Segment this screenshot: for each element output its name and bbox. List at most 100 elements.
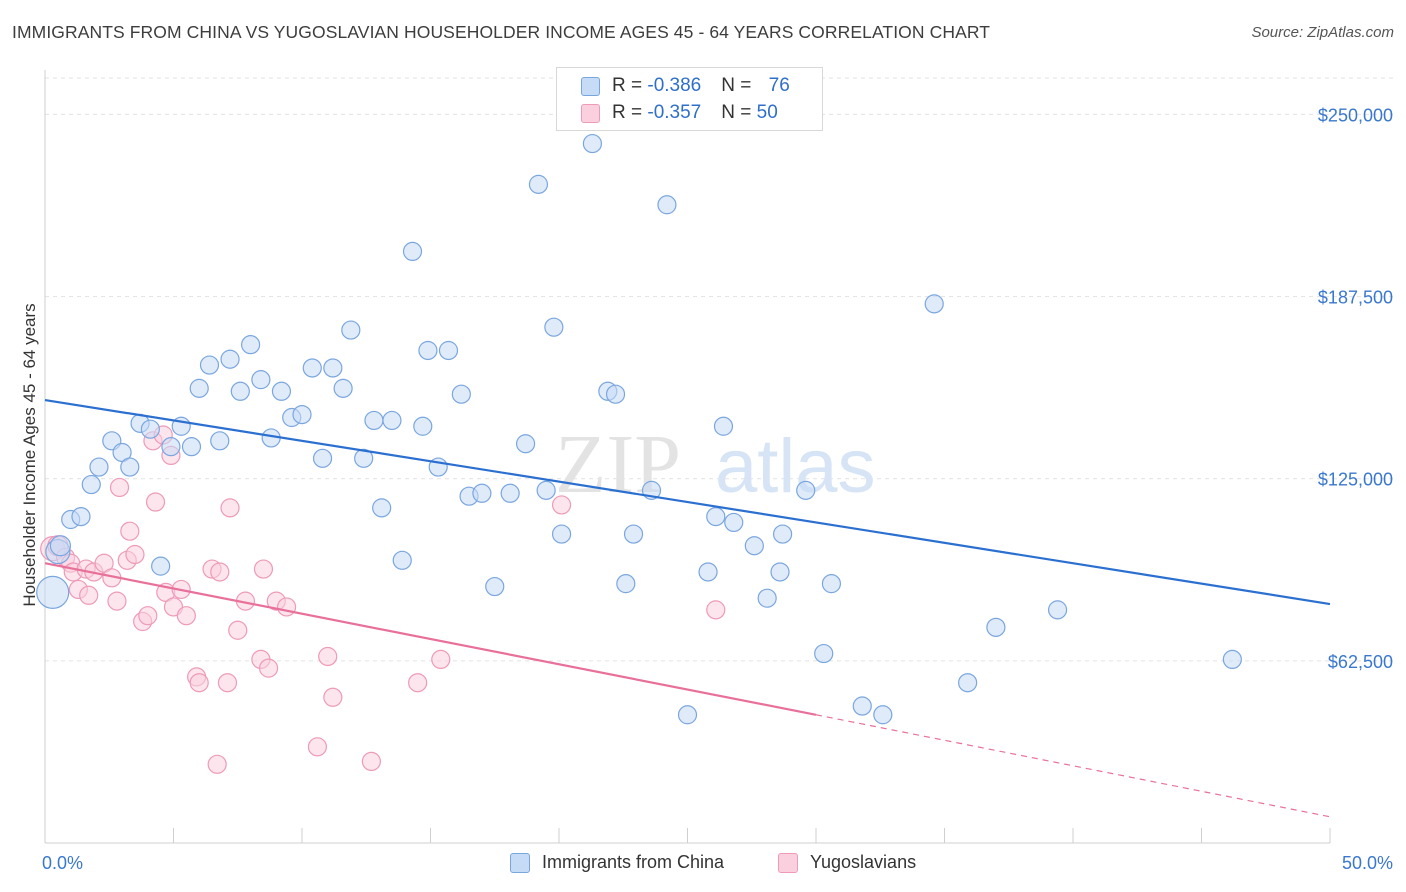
data-point xyxy=(79,585,99,605)
data-point xyxy=(228,620,248,640)
legend-r-value: -0.357 xyxy=(647,102,702,123)
data-point xyxy=(161,437,181,457)
data-point xyxy=(958,673,978,693)
data-point xyxy=(181,437,202,457)
data-point xyxy=(318,646,338,667)
data-point xyxy=(312,448,333,468)
data-point xyxy=(49,535,72,557)
data-point xyxy=(438,340,459,361)
watermark-zip: ZIP xyxy=(555,418,681,511)
data-point xyxy=(151,556,171,576)
data-point xyxy=(271,381,292,401)
data-point xyxy=(120,521,140,541)
stats-legend: R = -0.386 N = 76 R = -0.357 N = 50 xyxy=(556,67,823,131)
data-point xyxy=(852,696,872,716)
data-point xyxy=(364,410,384,431)
tick-labels: $62,500 $125,000 $187,500 $250,000 0.0% 50.0% xyxy=(42,105,1393,873)
legend-row-yugoslavians: R = -0.357 N = 50 xyxy=(581,100,778,126)
data-point xyxy=(372,498,392,518)
data-point xyxy=(515,434,536,454)
data-point xyxy=(323,687,343,707)
data-point xyxy=(986,617,1006,637)
legend-n-value: 76 xyxy=(768,75,790,96)
data-point xyxy=(616,574,636,594)
trend-line-extension xyxy=(815,714,1331,818)
data-point xyxy=(341,320,361,340)
data-point xyxy=(210,431,230,451)
data-point xyxy=(81,474,101,495)
data-point xyxy=(189,673,209,693)
legend-swatch-china xyxy=(581,76,600,96)
data-point xyxy=(361,751,381,772)
data-point xyxy=(623,524,644,544)
data-point xyxy=(199,355,220,375)
x-tick-label-max: 50.0% xyxy=(1342,853,1393,873)
bottom-legend-label: Immigrants from China xyxy=(542,852,725,872)
x-tick-label-min: 0.0% xyxy=(42,853,83,873)
data-point xyxy=(485,576,505,597)
legend-row-china: R = -0.386 N = 76 xyxy=(581,73,790,99)
data-point xyxy=(724,512,744,533)
data-point xyxy=(120,457,140,477)
data-point xyxy=(89,457,109,477)
bottom-legend: Immigrants from China Yugoslavians xyxy=(0,852,1406,878)
legend-r-label: R = xyxy=(612,102,648,123)
watermark: ZIP atlas xyxy=(555,418,876,511)
data-point xyxy=(258,658,279,678)
data-point xyxy=(713,416,734,436)
data-point xyxy=(451,384,471,404)
data-point xyxy=(814,643,834,664)
data-point xyxy=(302,358,322,378)
data-point xyxy=(354,448,374,468)
data-point xyxy=(796,480,816,500)
bottom-legend-yugoslavians: Yugoslavians xyxy=(778,852,916,873)
data-point xyxy=(757,588,777,608)
legend-r-value: -0.386 xyxy=(647,75,702,96)
legend-r-label: R = xyxy=(612,75,648,96)
bottom-legend-china: Immigrants from China xyxy=(510,852,724,873)
data-point xyxy=(189,378,209,398)
bottom-swatch-china xyxy=(510,852,530,873)
data-point xyxy=(873,705,893,725)
data-point xyxy=(176,606,196,626)
data-point xyxy=(307,737,328,757)
data-point xyxy=(251,370,271,390)
data-point xyxy=(528,174,549,194)
legend-n-label: N = xyxy=(721,75,757,96)
chart-title: IMMIGRANTS FROM CHINA VS YUGOSLAVIAN HOU… xyxy=(12,22,991,42)
data-point xyxy=(333,378,353,398)
data-point xyxy=(220,498,240,518)
data-point xyxy=(744,536,764,556)
data-point xyxy=(551,495,572,515)
data-point xyxy=(431,649,451,670)
data-point xyxy=(472,483,492,503)
data-point xyxy=(323,358,343,378)
data-point xyxy=(382,410,402,431)
data-point xyxy=(772,524,793,544)
data-point xyxy=(276,597,297,617)
legend-n-value: 50 xyxy=(756,102,778,123)
data-point xyxy=(544,317,564,337)
legend-n-label: N = xyxy=(721,102,757,123)
data-point xyxy=(210,562,230,582)
data-point xyxy=(36,575,70,609)
data-point xyxy=(138,606,158,626)
data-point xyxy=(140,419,160,439)
y-tick-label: $187,500 xyxy=(1318,288,1393,308)
source-credit: Source: ZipAtlas.com xyxy=(1251,24,1394,41)
data-point xyxy=(217,673,238,693)
gridlines xyxy=(45,77,1395,662)
data-point xyxy=(677,705,698,725)
data-point xyxy=(657,195,677,215)
data-point xyxy=(1047,600,1068,620)
data-point xyxy=(706,600,726,620)
watermark-atlas: atlas xyxy=(715,424,876,509)
data-point xyxy=(109,477,130,498)
data-point xyxy=(292,405,312,425)
y-tick-label: $125,000 xyxy=(1318,470,1393,490)
data-point xyxy=(551,524,572,544)
series-immigrants-from-china xyxy=(36,133,1242,725)
trend-line xyxy=(44,562,817,716)
data-point xyxy=(71,506,91,527)
